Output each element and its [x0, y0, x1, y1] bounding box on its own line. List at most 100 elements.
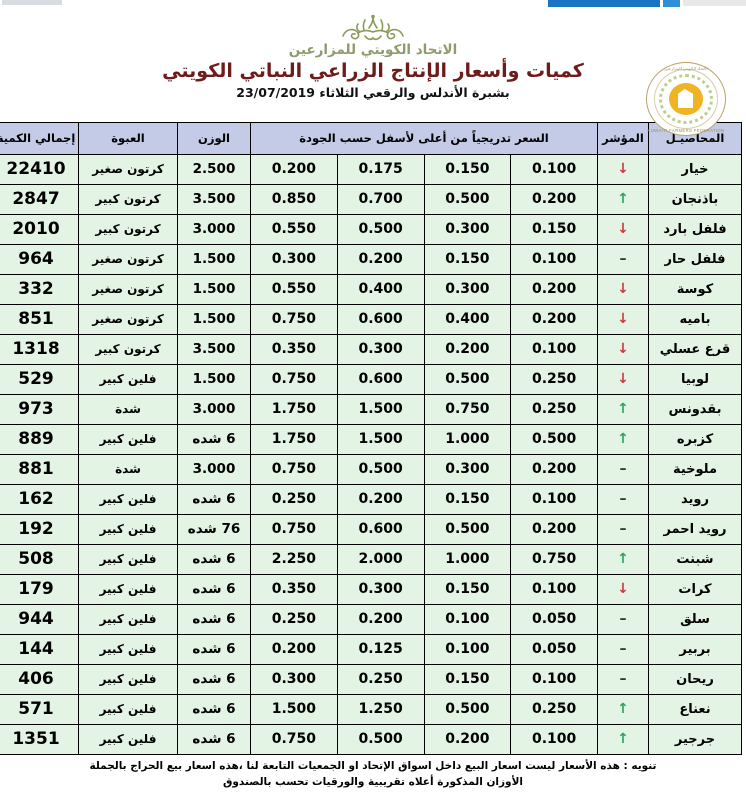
cell-price-1: 0.500 [510, 424, 598, 455]
cell-price-1: 0.150 [510, 214, 598, 245]
table-row: خيار ↓ 0.100 0.150 0.175 0.200 2.500 كرتون صغير… [0, 154, 742, 185]
cell-price-2: 0.400 [423, 304, 512, 335]
cell-price-4: 0.350 [250, 574, 338, 605]
cell-price-2: 0.200 [423, 724, 512, 755]
page-title: كميات وأسعار الإنتاج الزراعي النباتي الك… [162, 59, 584, 82]
cell-price-2: 1.000 [423, 424, 512, 455]
cell-packaging: كرتون صغير [78, 244, 178, 275]
table-row: كزبره ↑ 0.500 1.000 1.500 1.750 6 شده فلين كبير… [0, 424, 742, 455]
cell-weight: 1.500 [177, 304, 251, 335]
cell-price-3: 0.200 [336, 604, 425, 635]
cell-packaging: شدة [78, 454, 178, 485]
ornament-flourish-icon [0, 14, 746, 44]
cell-price-2: 0.300 [423, 214, 512, 245]
cell-packaging: فلين كبير [78, 574, 178, 605]
cell-weight: 3.000 [177, 454, 251, 485]
cell-crop-name: فلفل حار [648, 244, 742, 275]
column-header-price: السعر تدريجياً من أعلى لأسفل حسب الجودة [250, 122, 598, 155]
cell-price-2: 0.150 [423, 664, 512, 695]
footer-notes: تنويه : هذه الأسعار ليست اسعار البيع داخ… [0, 755, 746, 791]
table-row: سلق –0.050 0.100 0.200 0.250 6 شده فلين كبير 94… [0, 604, 742, 635]
table-row: ريحان –0.100 0.150 0.250 0.300 6 شده فلين كبير… [0, 664, 742, 695]
cell-price-1: 0.200 [510, 274, 598, 305]
table-row: باذنجان ↑ 0.200 0.500 0.700 0.850 3.500 كرتون ك… [0, 184, 742, 215]
cell-price-4: 0.750 [250, 724, 338, 755]
cell-price-3: 0.300 [336, 334, 425, 365]
seal-top-text: الاتحاد الكويتي للمزارعين [664, 65, 708, 71]
table-row: ملوخية –0.200 0.300 0.500 0.750 3.000 شدة 881 [0, 454, 742, 485]
cell-crop-name: بربير [648, 634, 742, 665]
cell-price-4: 0.750 [250, 364, 338, 395]
arrow-down-icon: ↓ [597, 574, 649, 605]
cell-total-quantity: 2847 [0, 184, 79, 215]
cell-total-quantity: 508 [0, 544, 79, 575]
cell-weight: 6 شده [177, 484, 251, 515]
cell-price-3: 0.200 [336, 244, 425, 275]
cell-price-2: 0.100 [423, 604, 512, 635]
table-body: خيار ↓ 0.100 0.150 0.175 0.200 2.500 كرتون صغير… [0, 154, 742, 755]
cell-price-1: 0.100 [510, 664, 598, 695]
cell-price-4: 0.250 [250, 484, 338, 515]
cell-crop-name: نعناع [648, 694, 742, 725]
cell-price-4: 0.750 [250, 454, 338, 485]
cell-price-3: 0.500 [336, 214, 425, 245]
table-row: بقدونس ↑ 0.250 0.750 1.500 1.750 3.000 شدة 973 [0, 394, 742, 425]
cell-weight: 6 شده [177, 724, 251, 755]
cell-price-4: 0.350 [250, 334, 338, 365]
cell-price-3: 0.200 [336, 484, 425, 515]
cell-packaging: فلين كبير [78, 514, 178, 545]
cell-price-3: 0.300 [336, 574, 425, 605]
cell-packaging: فلين كبير [78, 484, 178, 515]
cell-weight: 3.500 [177, 184, 251, 215]
cell-packaging: كرتون صغير [78, 304, 178, 335]
cell-weight: 1.500 [177, 244, 251, 275]
cell-price-3: 0.500 [336, 724, 425, 755]
cell-packaging: فلين كبير [78, 694, 178, 725]
cell-crop-name: سلق [648, 604, 742, 635]
cell-price-1: 0.100 [510, 334, 598, 365]
arrow-down-icon: ↓ [597, 364, 649, 395]
cell-packaging: فلين كبير [78, 604, 178, 635]
cell-packaging: فلين كبير [78, 664, 178, 695]
cell-price-4: 0.750 [250, 514, 338, 545]
cell-packaging: كرتون كبير [78, 334, 178, 365]
cell-packaging: كرتون صغير [78, 274, 178, 305]
table-row: جرجير ↑ 0.100 0.200 0.500 0.750 6 شده فلين كبير… [0, 724, 742, 755]
arrow-up-icon: ↑ [597, 724, 649, 755]
cell-total-quantity: 22410 [0, 154, 79, 185]
cell-price-3: 1.500 [336, 424, 425, 455]
cell-crop-name: خيار [648, 154, 742, 185]
arrow-down-icon: ↓ [597, 304, 649, 335]
cell-weight: 76 شده [177, 514, 251, 545]
cell-price-3: 1.250 [336, 694, 425, 725]
cell-price-2: 0.750 [423, 394, 512, 425]
cell-price-3: 0.400 [336, 274, 425, 305]
cell-price-4: 1.750 [250, 424, 338, 455]
footer-note-1: تنويه : هذه الأسعار ليست اسعار البيع داخ… [89, 760, 657, 772]
dash-icon: – [597, 244, 649, 275]
cell-price-2: 0.150 [423, 484, 512, 515]
dash-icon: – [597, 514, 649, 545]
cell-price-3: 0.125 [336, 634, 425, 665]
cell-total-quantity: 162 [0, 484, 79, 515]
cell-packaging: فلين كبير [78, 724, 178, 755]
cell-price-1: 0.100 [510, 724, 598, 755]
table-row: بربير –0.050 0.100 0.125 0.200 6 شده فلين كبير… [0, 634, 742, 665]
column-header-indicator: المؤشر [597, 122, 649, 155]
price-table-wrapper: المحاصيـل المؤشر السعر تدريجياً من أعلى … [0, 122, 746, 755]
cell-total-quantity: 1318 [0, 334, 79, 365]
cell-weight: 6 شده [177, 604, 251, 635]
chrome-grey-bar [683, 0, 746, 6]
cell-price-1: 0.200 [510, 454, 598, 485]
cell-price-1: 0.200 [510, 304, 598, 335]
cell-price-3: 0.250 [336, 664, 425, 695]
table-row: نعناع ↑ 0.250 0.500 1.250 1.500 6 شده فلين كبير… [0, 694, 742, 725]
cell-total-quantity: 1351 [0, 724, 79, 755]
column-header-total-quantity: إجمالي الكمية [0, 122, 79, 155]
organization-name: الاتحاد الكويتي للمزارعين [288, 42, 458, 58]
chrome-blue-accent [663, 0, 680, 7]
cell-crop-name: كوسة [648, 274, 742, 305]
cell-price-2: 0.150 [423, 574, 512, 605]
cell-crop-name: رويد احمر [648, 514, 742, 545]
cell-crop-name: باذنجان [648, 184, 742, 215]
